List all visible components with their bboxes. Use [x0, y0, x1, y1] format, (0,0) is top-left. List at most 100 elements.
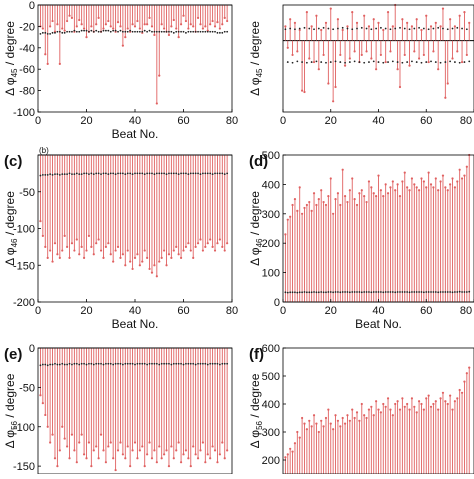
data-point [100, 173, 102, 176]
data-point [202, 30, 204, 33]
bar-tip [218, 238, 221, 241]
bar-tip [456, 180, 459, 183]
bar-tip [184, 449, 188, 452]
bar-tip [417, 400, 421, 403]
bar-tip [403, 53, 406, 57]
data-point [305, 61, 308, 64]
bar-tip [175, 449, 178, 452]
bar-tip [334, 414, 337, 417]
data-point [68, 172, 71, 175]
bar-tip [204, 461, 207, 464]
bar-tip [444, 96, 447, 99]
bar-tip [143, 23, 146, 26]
bar-tip [211, 245, 214, 248]
bar-tip [119, 256, 122, 259]
bar-tip [155, 461, 158, 464]
data-point [451, 291, 454, 294]
data-point [63, 173, 66, 176]
bar-tip [66, 19, 69, 23]
data-point [92, 363, 95, 366]
bar-tip [458, 388, 461, 392]
data-point [368, 61, 370, 63]
data-point [129, 29, 132, 32]
bar-tip [175, 27, 178, 30]
bar-tip [382, 195, 385, 198]
bar-tip [63, 29, 66, 32]
data-point [444, 61, 447, 63]
data-point [124, 30, 127, 33]
data-point [399, 291, 401, 293]
x-tick-label: 60 [177, 305, 189, 317]
bar-tip [346, 414, 349, 417]
data-point [175, 172, 178, 175]
data-point [329, 61, 332, 63]
data-point [413, 27, 416, 30]
data-point [218, 172, 221, 175]
data-point [337, 27, 339, 30]
bar-tip [124, 264, 127, 267]
data-point [313, 291, 315, 293]
data-point [88, 30, 90, 33]
data-point [114, 173, 117, 176]
bar-tip [341, 168, 344, 171]
bar-tip [351, 177, 354, 180]
bar-tip [305, 428, 308, 431]
y-axis-label-var: φ [248, 77, 262, 85]
bar-tip [446, 189, 449, 192]
data-point [143, 362, 146, 365]
bar-tip [403, 405, 406, 408]
bar-tip [425, 397, 428, 400]
data-point [353, 291, 356, 293]
data-point [214, 362, 216, 365]
bar-tip [365, 416, 368, 420]
bar-tip [372, 192, 375, 195]
bar-tip [468, 21, 471, 24]
data-point [442, 291, 444, 293]
data-point [160, 172, 163, 175]
bar-tip [348, 189, 351, 192]
data-point [58, 173, 61, 176]
bar-tip [95, 445, 98, 448]
bar-tip [446, 82, 449, 85]
bar-tip [468, 366, 471, 369]
bar-tip [150, 25, 154, 28]
y-axis-label-unit: / degree [248, 191, 262, 239]
bar-tip [465, 53, 468, 57]
data-point [204, 30, 207, 33]
y-tick-label: -50 [19, 187, 35, 199]
bar-tip [167, 253, 171, 256]
data-point [126, 362, 129, 365]
bar-tip [398, 408, 402, 411]
data-point [112, 363, 115, 366]
bar-tip [379, 189, 382, 192]
bar-tip [68, 14, 71, 17]
data-point [112, 172, 115, 175]
data-point [298, 291, 301, 294]
data-point [320, 291, 323, 293]
y-tick-label: -150 [13, 260, 35, 272]
bar-tip [148, 267, 151, 271]
bar-tip [308, 419, 311, 422]
data-point [158, 30, 161, 33]
data-point [131, 173, 134, 176]
data-point [75, 30, 78, 33]
bar-tip [401, 180, 404, 183]
bar-tip [82, 256, 86, 259]
bar-tip [39, 394, 42, 397]
bar-tip [78, 253, 81, 256]
data-point [305, 291, 308, 294]
bar-tip [87, 441, 91, 444]
data-point [216, 31, 219, 34]
y-axis-label-symbol: Δ [248, 85, 262, 96]
data-point [168, 362, 170, 365]
bar-tip [39, 220, 42, 223]
data-point [187, 30, 190, 33]
data-point [289, 291, 292, 294]
data-point [54, 362, 56, 365]
data-point [214, 30, 216, 33]
bar-tip [336, 419, 340, 422]
data-point [218, 31, 221, 34]
bar-tip [141, 445, 144, 448]
data-point [185, 362, 187, 365]
